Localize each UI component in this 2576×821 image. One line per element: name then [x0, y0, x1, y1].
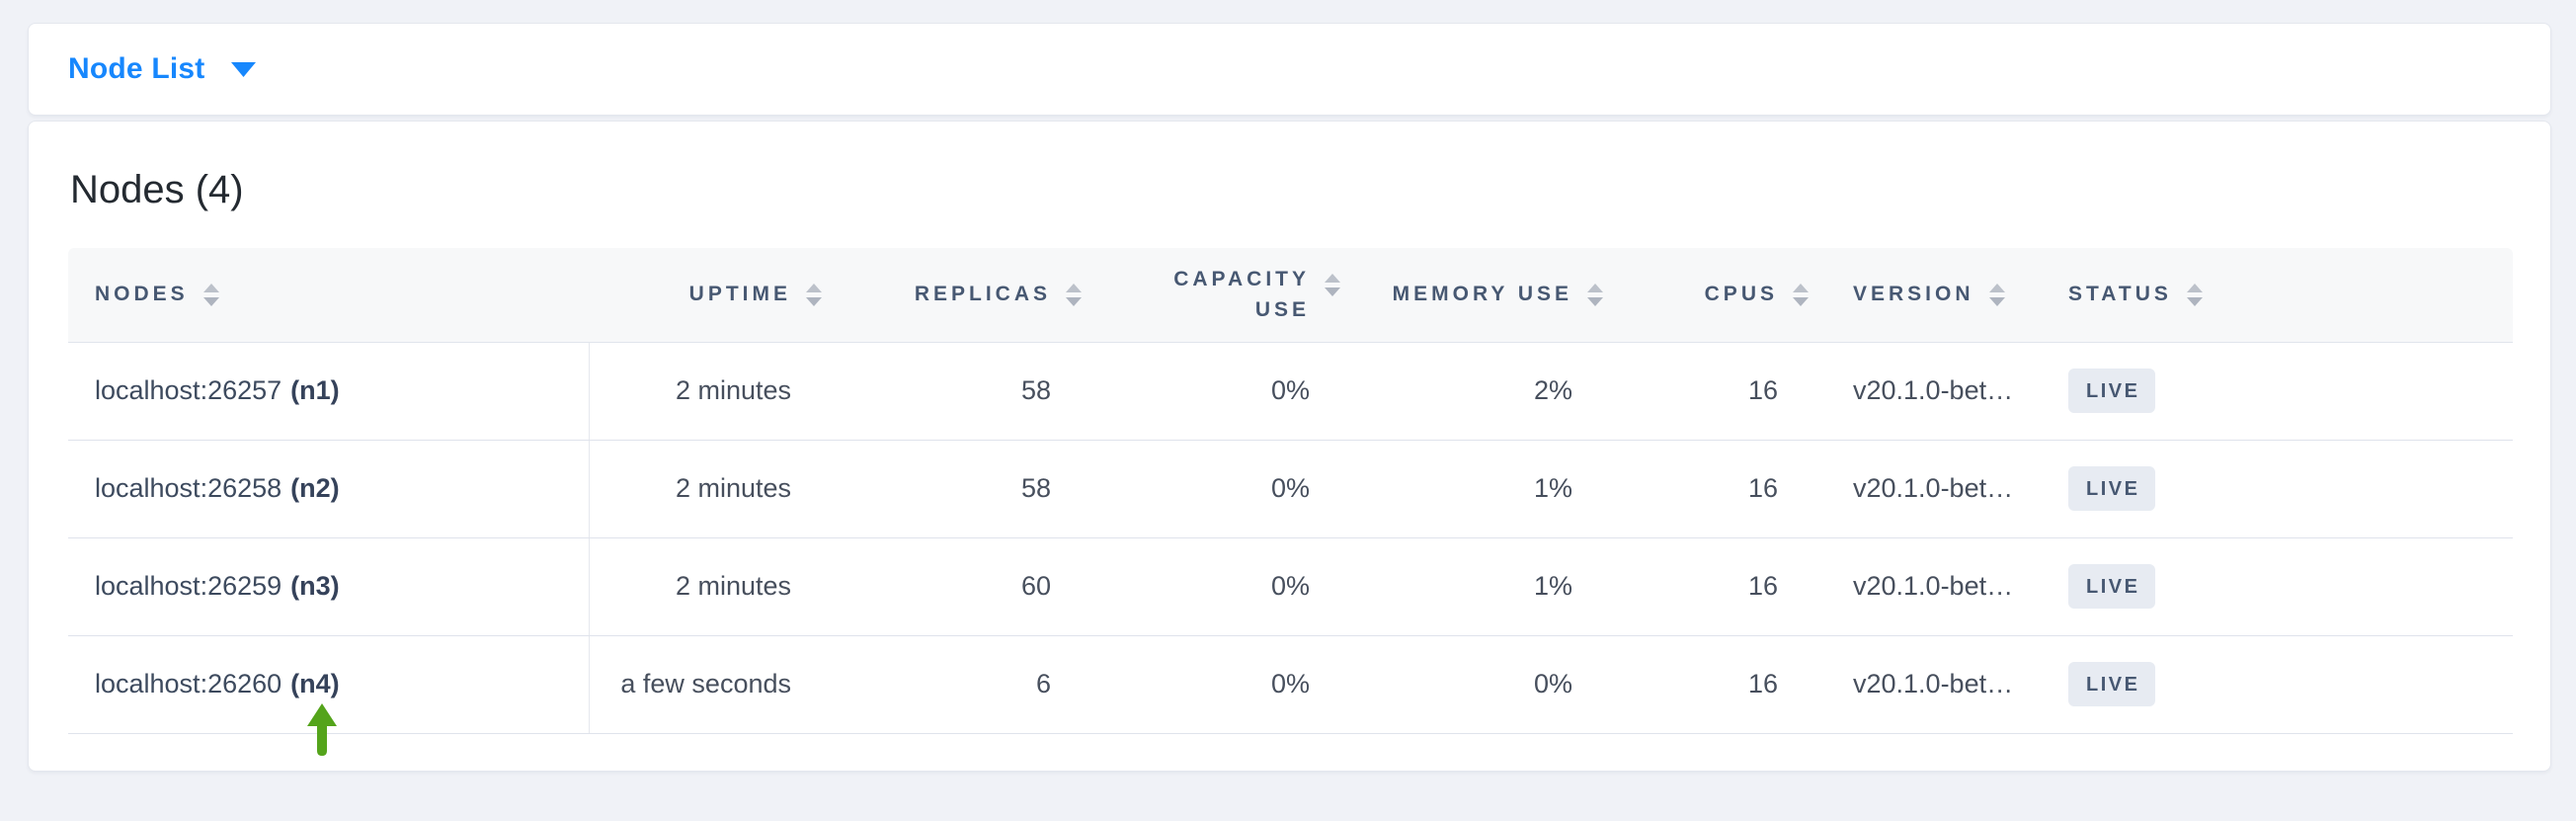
uptime-cell: 2 minutes: [589, 342, 830, 441]
memory-use-cell: 2%: [1348, 342, 1611, 441]
column-label: MEMORY USE: [1392, 283, 1572, 306]
version-cell: v20.1.0-bet…: [1816, 635, 2027, 734]
chevron-down-icon: [231, 61, 257, 77]
sort-icon[interactable]: [2185, 282, 2205, 308]
node-id: (n2): [290, 473, 340, 503]
capacity-use-cell: 0%: [1089, 635, 1348, 734]
table-row-node-1[interactable]: localhost:26257 (n1) 2 minutes 58 0% 2% 1…: [68, 342, 2513, 441]
table-row-node-4[interactable]: localhost:26260 (n4) a few seconds 6 0% 0…: [68, 635, 2513, 734]
status-badge: LIVE: [2068, 466, 2156, 511]
column-header-replicas[interactable]: REPLICAS: [830, 248, 1089, 343]
memory-use-cell: 1%: [1348, 440, 1611, 538]
node-id: (n4): [290, 669, 340, 698]
uptime-cell: 2 minutes: [589, 537, 830, 636]
column-label: NODES: [95, 283, 189, 306]
column-label: STATUS: [2068, 283, 2172, 306]
column-label: VERSION: [1853, 283, 1974, 306]
uptime-cell: 2 minutes: [589, 440, 830, 538]
replicas-cell: 6: [830, 635, 1089, 734]
status-badge: LIVE: [2068, 369, 2156, 413]
sort-icon[interactable]: [201, 282, 221, 308]
version-cell: v20.1.0-bet…: [1816, 440, 2027, 538]
table-header-row: NODES UPTIME REPLICAS CAPACITY USE MEMOR…: [68, 248, 2513, 343]
sort-icon[interactable]: [804, 282, 824, 308]
column-label: CPUS: [1704, 283, 1778, 306]
column-label: UPTIME: [688, 283, 791, 306]
column-label: REPLICAS: [914, 283, 1051, 306]
node-address[interactable]: localhost:26259: [95, 571, 282, 601]
version-cell: v20.1.0-bet…: [1816, 342, 2027, 441]
capacity-use-cell: 0%: [1089, 537, 1348, 636]
memory-use-cell: 1%: [1348, 537, 1611, 636]
memory-use-cell: 0%: [1348, 635, 1611, 734]
cpus-cell: 16: [1611, 342, 1816, 441]
column-header-uptime[interactable]: UPTIME: [589, 248, 830, 343]
column-header-version[interactable]: VERSION: [1816, 248, 2027, 343]
sort-icon[interactable]: [1323, 272, 1342, 298]
cpus-cell: 16: [1611, 537, 1816, 636]
nodes-card: Nodes (4) NODES UPTIME REPLICAS CAPACITY…: [28, 121, 2551, 772]
capacity-use-cell: 0%: [1089, 440, 1348, 538]
sort-icon[interactable]: [1585, 282, 1605, 308]
replicas-cell: 58: [830, 440, 1089, 538]
replicas-cell: 58: [830, 342, 1089, 441]
view-mode-label: Node List: [68, 52, 205, 85]
sort-icon[interactable]: [1987, 282, 2007, 308]
table-row-node-3[interactable]: localhost:26259 (n3) 2 minutes 60 0% 1% 1…: [68, 537, 2513, 636]
node-address[interactable]: localhost:26260: [95, 669, 282, 698]
version-cell: v20.1.0-bet…: [1816, 537, 2027, 636]
column-header-memory-use[interactable]: MEMORY USE: [1348, 248, 1611, 343]
column-header-cpus[interactable]: CPUS: [1611, 248, 1816, 343]
node-id: (n1): [290, 375, 340, 405]
column-header-nodes[interactable]: NODES: [68, 248, 589, 343]
sort-icon[interactable]: [1791, 282, 1811, 308]
column-header-capacity-use[interactable]: CAPACITY USE: [1089, 248, 1348, 343]
node-id: (n3): [290, 571, 340, 601]
page-title: Nodes (4): [70, 168, 244, 211]
node-list-table: NODES UPTIME REPLICAS CAPACITY USE MEMOR…: [68, 248, 2513, 734]
replicas-cell: 60: [830, 537, 1089, 636]
node-address[interactable]: localhost:26257: [95, 375, 282, 405]
column-label: CAPACITY USE: [1173, 268, 1310, 322]
sort-icon[interactable]: [1064, 282, 1084, 308]
capacity-use-cell: 0%: [1089, 342, 1348, 441]
status-badge: LIVE: [2068, 662, 2156, 706]
cpus-cell: 16: [1611, 635, 1816, 734]
view-mode-dropdown[interactable]: Node List: [68, 52, 257, 86]
node-address[interactable]: localhost:26258: [95, 473, 282, 503]
uptime-cell: a few seconds: [589, 635, 830, 734]
status-badge: LIVE: [2068, 564, 2156, 609]
column-header-status[interactable]: STATUS: [2027, 248, 2513, 343]
view-selector-card: Node List: [28, 23, 2551, 116]
table-row-node-2[interactable]: localhost:26258 (n2) 2 minutes 58 0% 1% 1…: [68, 440, 2513, 538]
cpus-cell: 16: [1611, 440, 1816, 538]
